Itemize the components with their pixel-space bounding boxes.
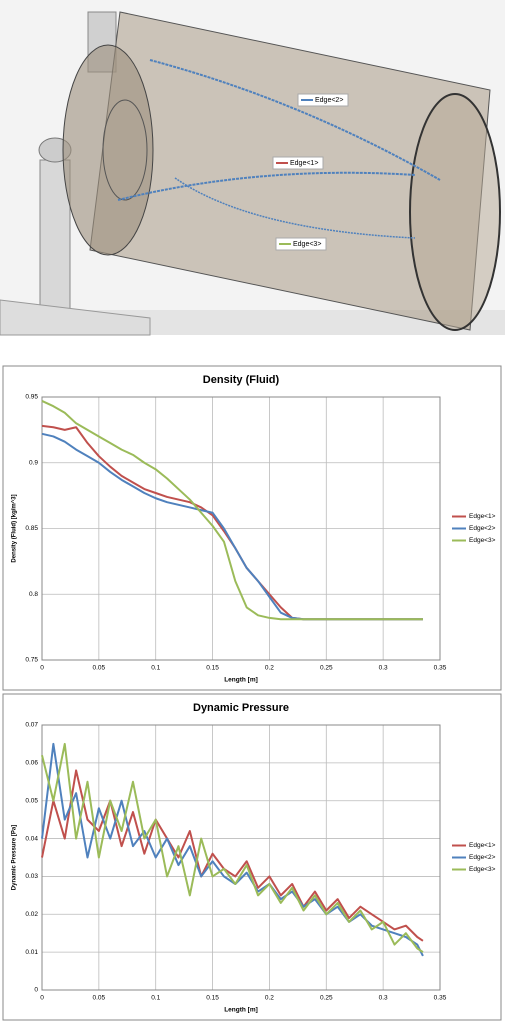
edge-label: Edge<1> (272, 156, 324, 170)
x-tick-label: 0.1 (151, 665, 160, 672)
plot-area (41, 396, 441, 661)
y-tick-label: 0.75 (25, 657, 38, 664)
legend-label: Edge<1> (469, 842, 496, 849)
x-tick-label: 0.3 (379, 665, 388, 672)
legend-label: Edge<2> (469, 854, 496, 861)
edge-curve (117, 171, 416, 201)
y-tick-label: 0 (34, 987, 38, 994)
y-tick-label: 0.05 (25, 797, 38, 804)
y-tick-label: 0.8 (29, 591, 38, 598)
y-tick-label: 0.01 (25, 949, 38, 956)
edge-curve (174, 177, 416, 239)
pipe (0, 299, 151, 336)
x-tick-label: 0 (40, 665, 44, 672)
cylinder-cap (62, 44, 154, 256)
cylinder-cap (409, 93, 501, 331)
x-tick-label: 0.05 (93, 665, 106, 672)
x-tick-label: 0.05 (93, 995, 106, 1002)
chart-frame (2, 693, 502, 1021)
x-axis-label: Length [m] (224, 677, 258, 684)
chart-frame (2, 365, 502, 691)
x-tick-label: 0.2 (265, 995, 274, 1002)
x-axis-label: Length [m] (224, 1007, 258, 1014)
y-axis-label: Dynamic Pressure [Pa] (12, 825, 18, 890)
cad-render: Edge<2> Edge<1> Edge<3> (0, 0, 505, 336)
y-tick-label: 0.9 (29, 459, 38, 466)
data-line (41, 742, 424, 953)
edge-curve (149, 59, 441, 181)
x-tick-label: 0 (40, 995, 44, 1002)
legend-label: Edge<3> (469, 866, 496, 873)
edge-label-text: Edge<2> (315, 97, 343, 104)
x-tick-label: 0.35 (434, 995, 447, 1002)
y-tick-label: 0.02 (25, 911, 38, 918)
x-tick-label: 0.1 (151, 995, 160, 1002)
y-tick-label: 0.03 (25, 873, 38, 880)
chart-title: Dynamic Pressure (193, 702, 289, 714)
legend-label: Edge<1> (469, 513, 496, 520)
x-tick-label: 0.35 (434, 665, 447, 672)
x-tick-label: 0.15 (206, 995, 219, 1002)
legend-label: Edge<2> (469, 525, 496, 532)
edge-label: Edge<3> (275, 237, 327, 251)
y-tick-label: 0.04 (25, 835, 38, 842)
edge-label-text: Edge<1> (290, 160, 318, 167)
y-tick-label: 0.85 (25, 525, 38, 532)
x-tick-label: 0.25 (320, 665, 333, 672)
y-tick-label: 0.06 (25, 760, 38, 767)
legend-label: Edge<3> (469, 537, 496, 544)
y-tick-label: 0.07 (25, 722, 38, 729)
y-tick-label: 0.95 (25, 394, 38, 401)
edge-label: Edge<2> (297, 93, 349, 107)
x-tick-label: 0.25 (320, 995, 333, 1002)
x-tick-label: 0.2 (265, 665, 274, 672)
chart-title: Density (Fluid) (203, 374, 280, 386)
x-tick-label: 0.3 (379, 995, 388, 1002)
edge-label-text: Edge<3> (293, 241, 321, 248)
y-axis-label: Density (Fluid) [kg/m^3] (12, 494, 18, 562)
data-line (41, 769, 424, 942)
inlet (102, 99, 148, 201)
data-line (41, 400, 423, 621)
x-tick-label: 0.15 (206, 665, 219, 672)
